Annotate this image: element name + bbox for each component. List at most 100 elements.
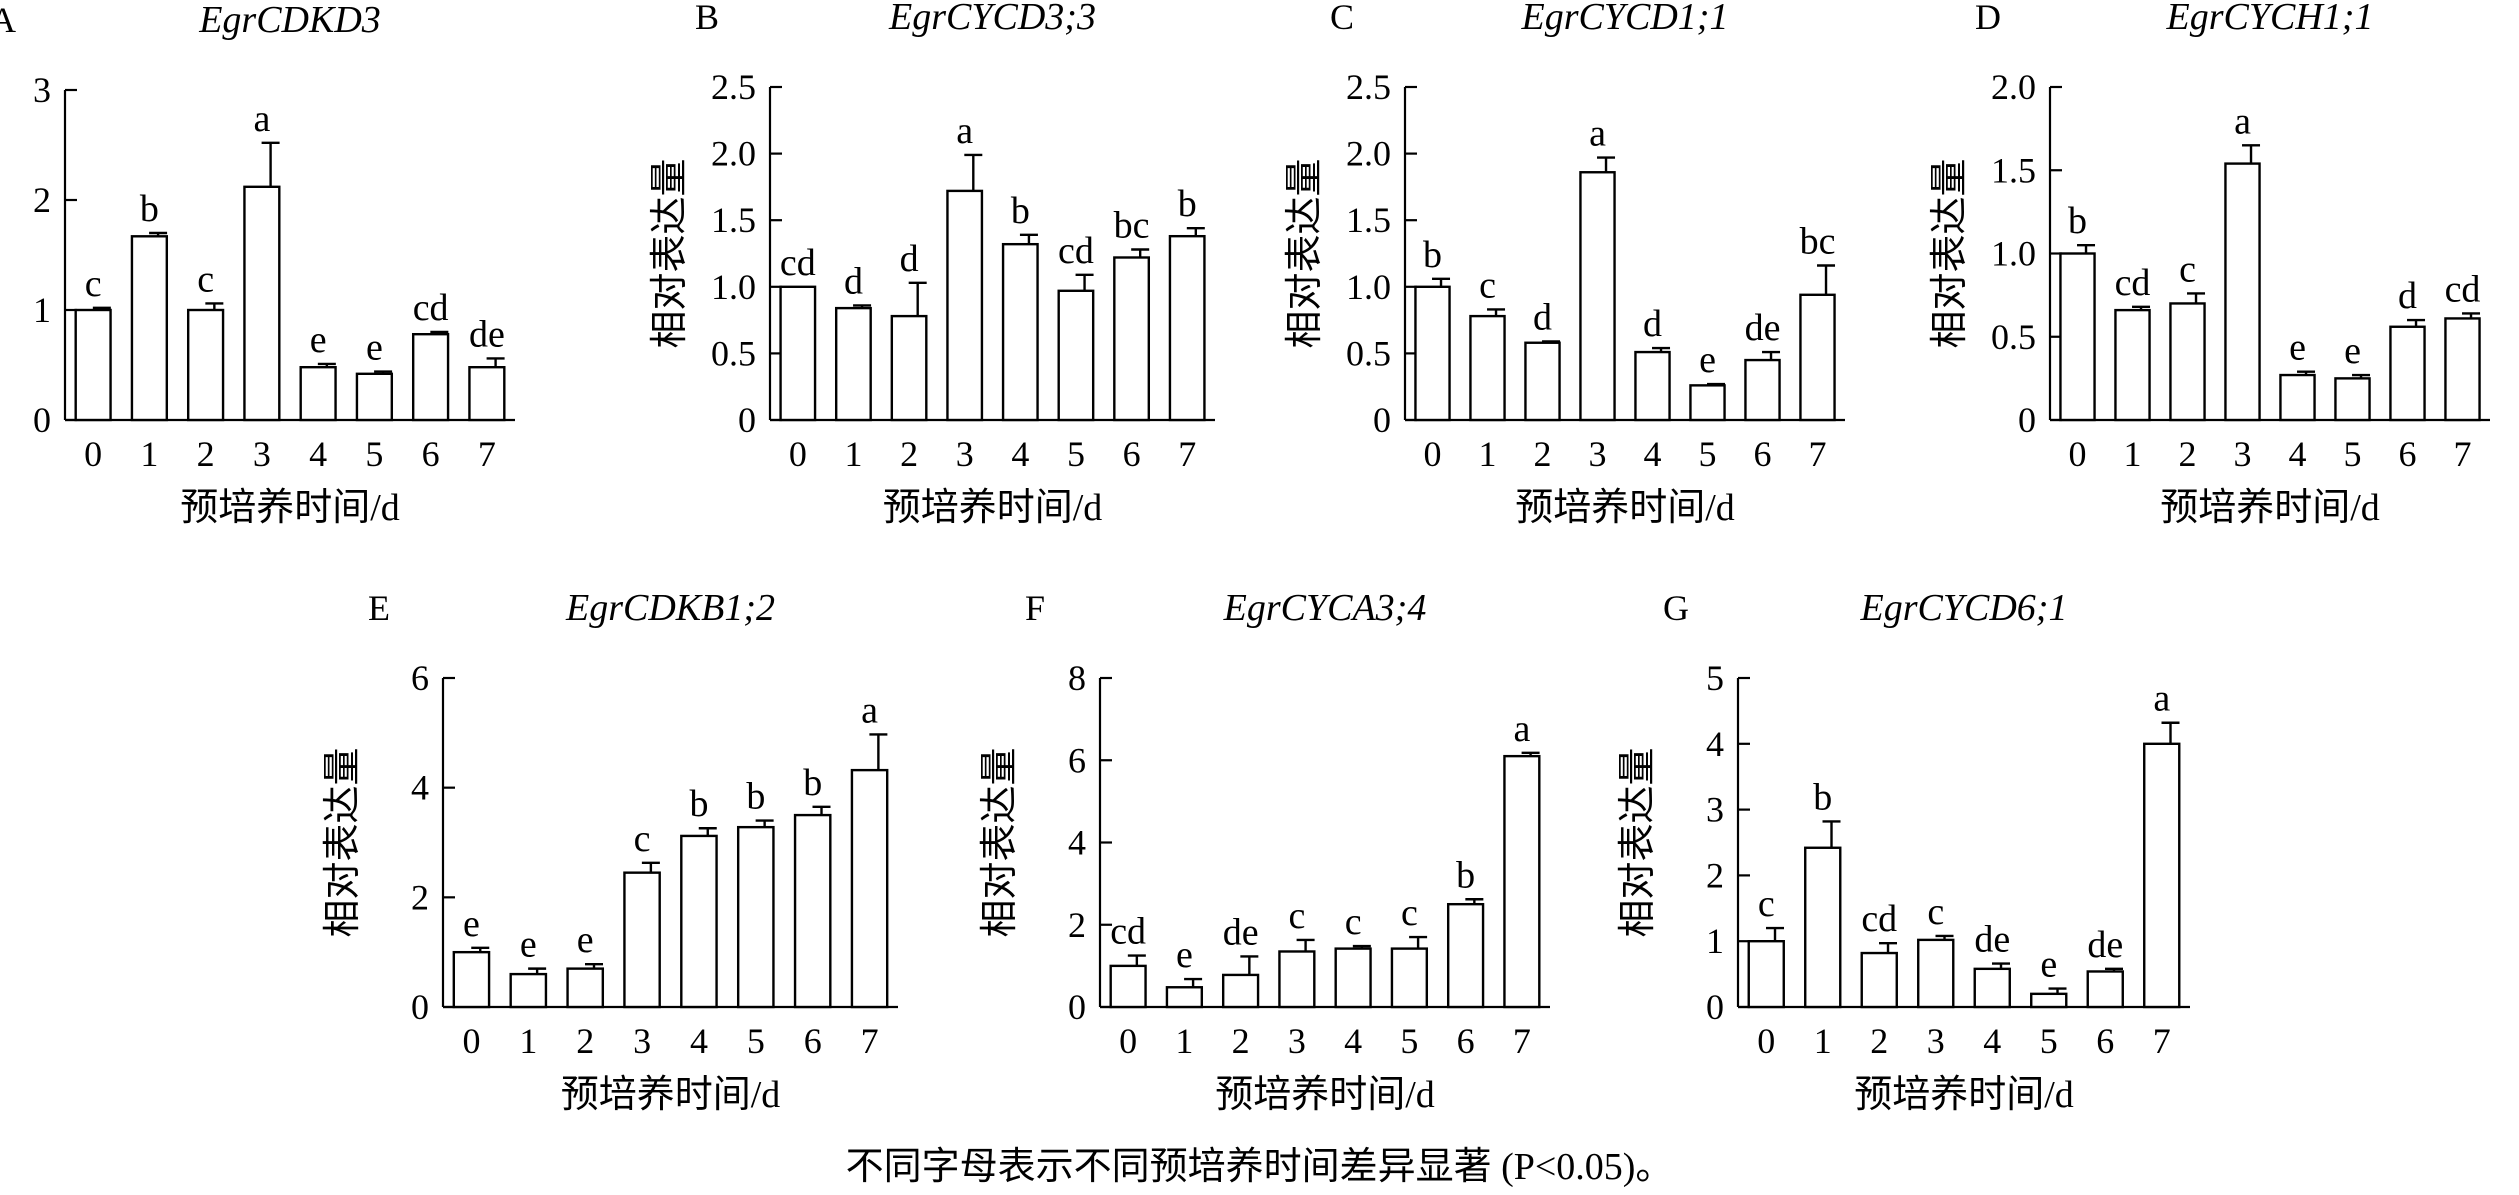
significance-label: c (197, 258, 214, 300)
figure-footnote: 不同字母表示不同预培养时间差异显著 (P<0.05)。 (845, 1146, 1674, 1188)
x-tick-label: 0 (1119, 1021, 1137, 1061)
significance-label: b (1813, 776, 1832, 818)
significance-label: a (2153, 678, 2170, 720)
significance-label: de (1974, 919, 2010, 961)
significance-label: b (140, 188, 159, 230)
bar (1390, 947, 1429, 1009)
x-tick-label: 4 (1983, 1021, 2001, 1061)
x-tick-label: 3 (633, 1021, 651, 1061)
x-tick-label: 2 (197, 434, 215, 474)
significance-label: d (1643, 303, 1662, 345)
y-axis-title: 相对表达量 (979, 747, 1021, 937)
significance-label: c (1758, 883, 1775, 925)
significance-label: d (1533, 296, 1552, 338)
gene-title: EgrCYCA3;4 (1223, 587, 1427, 629)
x-tick-label: 1 (519, 1021, 537, 1061)
x-tick-label: 5 (1067, 434, 1085, 474)
chart-panel-d: 0 0.5 1.0 1.5 2.0 b 0 cd 1 c 2 a 3 e 4 e 5 d 6 cd 7 预培养时间/d 相对… (1929, 0, 2490, 529)
significance-label: a (956, 110, 973, 152)
bar (1747, 940, 1785, 1009)
bar (1804, 846, 1842, 1009)
significance-label: b (1011, 190, 1030, 232)
y-tick-label: 8 (1068, 658, 1086, 698)
bar (946, 189, 984, 422)
y-tick-label: 1 (1706, 921, 1724, 961)
x-tick-label: 4 (1011, 434, 1029, 474)
bar (1744, 358, 1781, 422)
bar (1634, 350, 1671, 422)
x-tick-label: 7 (1809, 434, 1827, 474)
y-tick-label: 2.0 (1991, 67, 2036, 107)
bar (243, 185, 281, 422)
y-tick-label: 6 (1068, 740, 1086, 780)
x-tick-label: 1 (2124, 434, 2142, 474)
significance-label: e (1176, 934, 1193, 976)
x-tick-label: 0 (789, 434, 807, 474)
x-tick-label: 7 (478, 434, 496, 474)
x-tick-label: 7 (2454, 434, 2472, 474)
bar (1221, 973, 1260, 1009)
y-tick-label: 2 (1068, 905, 1086, 945)
y-axis-title: 相对表达量 (649, 158, 691, 348)
x-tick-label: 3 (1288, 1021, 1306, 1061)
y-tick-label: 4 (1706, 724, 1724, 764)
bar (2334, 377, 2371, 422)
y-axis-title: 相对表达量 (1929, 158, 1971, 348)
gene-title: EgrCDKB1;2 (565, 587, 775, 629)
chart-panel-g: 012345c0b1cd2c3de4e5de6a7预培养时间/d相对表达量Egr… (1617, 587, 2190, 1116)
bar (736, 825, 775, 1009)
significance-label: b (746, 776, 765, 818)
bar (1973, 967, 2011, 1009)
bar (1469, 314, 1506, 422)
significance-label: c (1288, 895, 1305, 937)
bar (1503, 754, 1541, 1009)
bar (1001, 242, 1039, 422)
x-tick-label: 0 (462, 1021, 480, 1061)
x-tick-label: 2 (2179, 434, 2197, 474)
significance-label: c (634, 818, 651, 860)
bar (793, 813, 832, 1009)
x-tick-label: 2 (900, 434, 918, 474)
x-tick-label: 1 (1814, 1021, 1832, 1061)
y-tick-label: 2 (33, 180, 51, 220)
x-tick-label: 7 (1513, 1021, 1531, 1061)
significance-label: b (1178, 183, 1197, 225)
x-axis-title: 预培养时间/d (1854, 1074, 2074, 1116)
panel-letter: C (1330, 0, 1354, 37)
significance-label: cd (2115, 262, 2151, 304)
significance-label: e (463, 903, 480, 945)
bar (680, 834, 718, 1009)
x-tick-label: 1 (1175, 1021, 1193, 1061)
significance-label: bc (1800, 220, 1836, 262)
bar (890, 314, 928, 422)
bar (1689, 384, 1726, 422)
significance-label: a (1589, 113, 1606, 155)
bar (850, 768, 889, 1009)
significance-label: c (2179, 248, 2196, 290)
bar (130, 235, 169, 422)
y-tick-label: 2.0 (1346, 134, 1391, 174)
x-tick-label: 4 (690, 1021, 708, 1061)
bar (1334, 947, 1372, 1009)
significance-label: e (2040, 944, 2057, 986)
significance-label: b (2068, 200, 2087, 242)
bar (2059, 252, 2096, 422)
significance-label: cd (413, 287, 449, 329)
x-tick-label: 3 (1927, 1021, 1945, 1061)
x-tick-label: 7 (1178, 434, 1196, 474)
x-tick-label: 2 (1534, 434, 1552, 474)
x-axis-title: 预培养时间/d (561, 1074, 781, 1116)
significance-label: cd (2445, 268, 2481, 310)
bar (74, 308, 112, 422)
significance-label: c (1927, 891, 1944, 933)
x-tick-label: 0 (84, 434, 102, 474)
y-tick-label: 0 (738, 400, 756, 440)
y-tick-label: 4 (411, 768, 429, 808)
chart-panel-c: 0 0.5 1.0 1.5 2.0 2.5 b 0 c 1 d 2 a 3 d 4 e 5 de 6 bc 7 预培养时间/… (1284, 0, 1845, 529)
y-tick-label: 1.0 (1991, 234, 2036, 274)
y-tick-label: 2.5 (1346, 67, 1391, 107)
bar (2224, 162, 2261, 422)
significance-label: e (310, 319, 327, 361)
y-tick-label: 2.0 (711, 134, 756, 174)
x-tick-label: 6 (2399, 434, 2417, 474)
